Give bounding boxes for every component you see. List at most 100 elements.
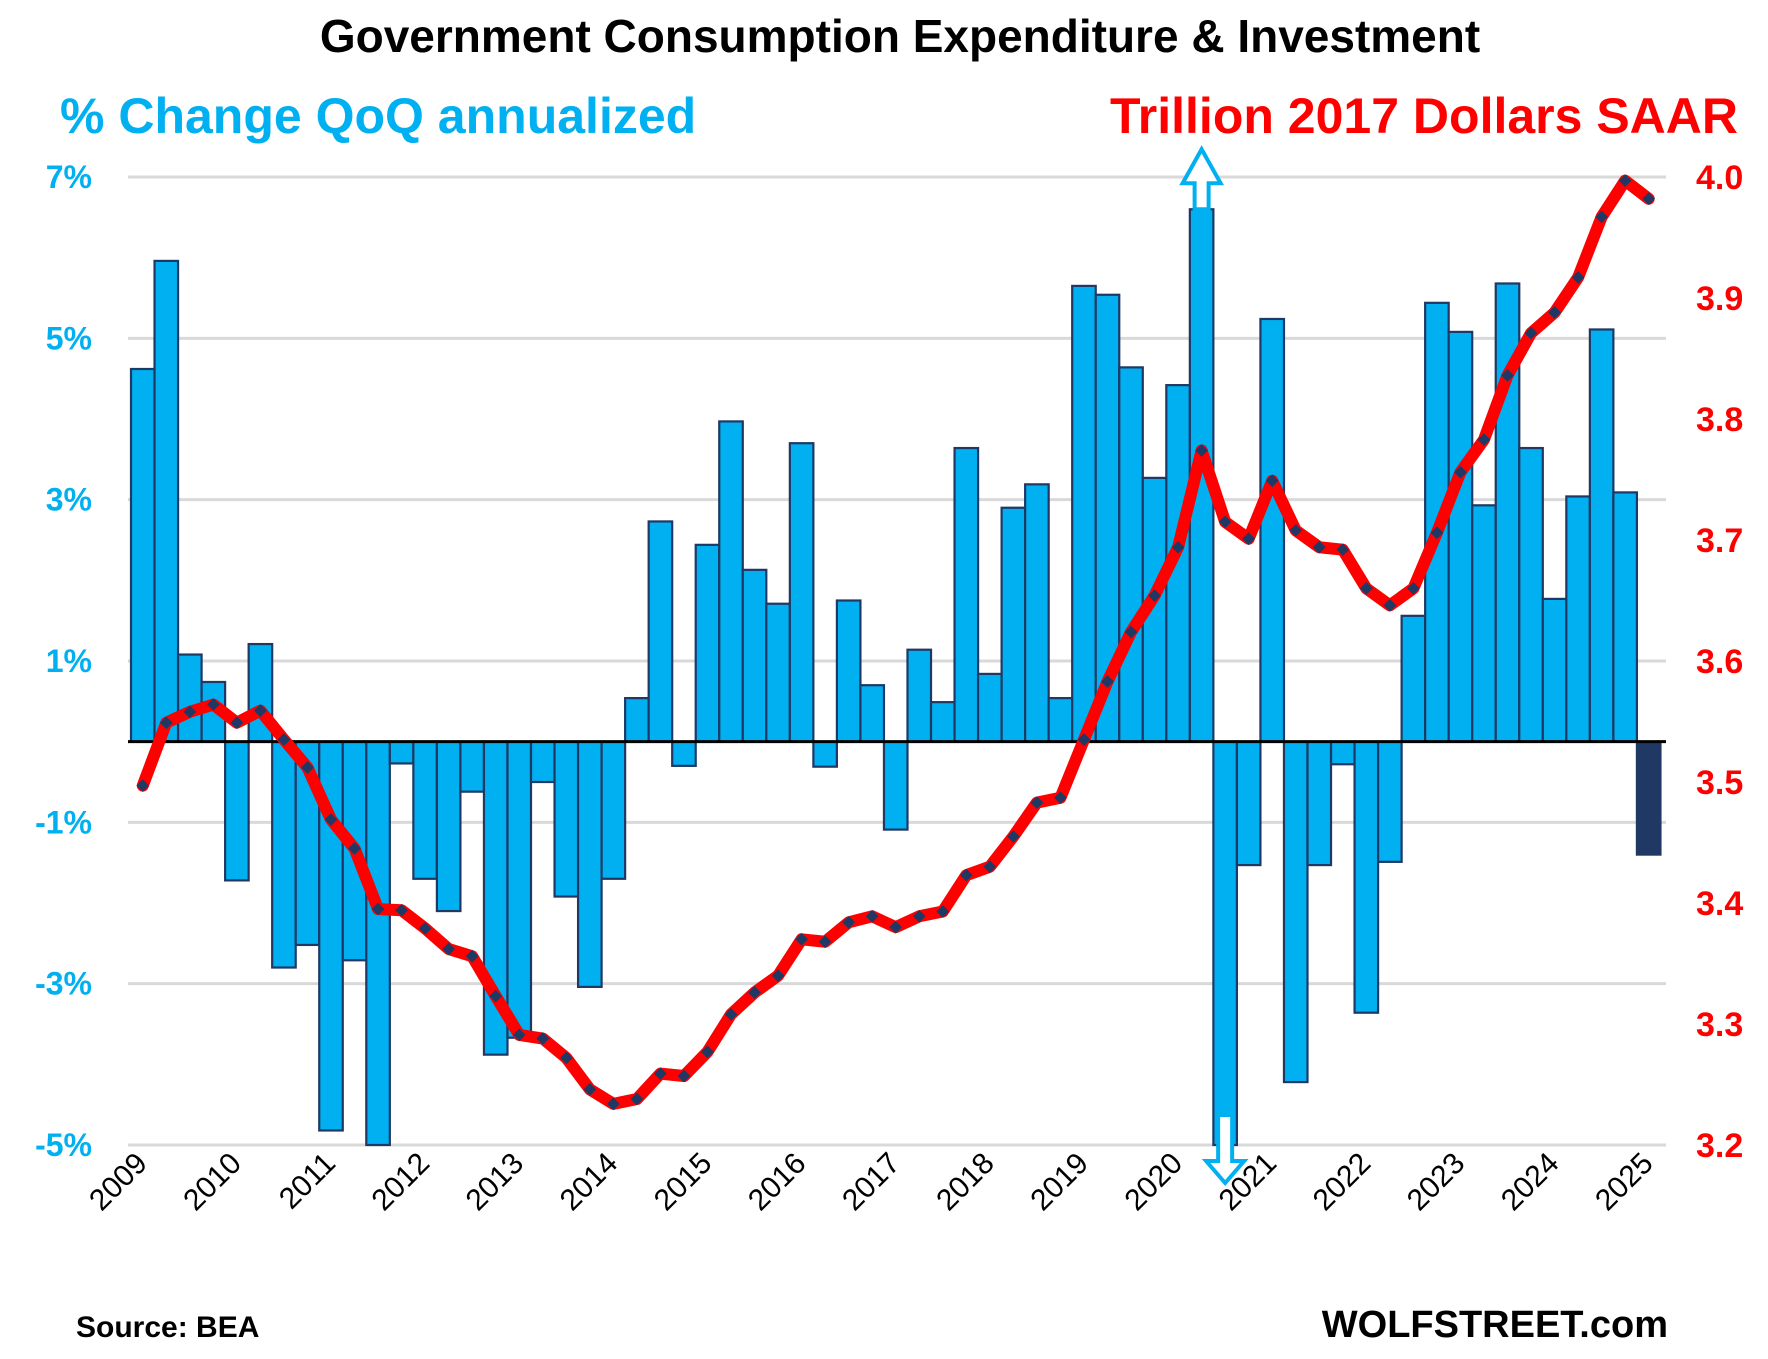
bar: [506, 740, 533, 1039]
bar-latest: [1635, 740, 1662, 856]
right-tick-label: 3.5: [1696, 764, 1743, 802]
bar: [1235, 740, 1262, 867]
bar: [1047, 697, 1074, 743]
left-tick-label: -1%: [35, 804, 92, 840]
bar: [1071, 284, 1097, 743]
left-tick-label: 7%: [46, 159, 92, 195]
bar: [176, 653, 203, 743]
bar: [929, 701, 956, 743]
x-axis-ticks: 2009 2010 2011 2012 2013 2014 2015 2016 2017 2018…: [83, 1147, 1659, 1218]
left-axis-ticks: 7% 5% 3% 1% -1% -3% -5%: [35, 159, 92, 1163]
bar: [859, 684, 886, 743]
right-tick-label: 3.6: [1696, 643, 1743, 681]
bar: [553, 740, 580, 898]
left-tick-label: -3%: [35, 966, 92, 1002]
bar: [647, 520, 674, 743]
left-tick-label: -5%: [35, 1127, 92, 1163]
bar: [1612, 491, 1639, 743]
bar: [1024, 483, 1050, 743]
bar: [600, 740, 627, 880]
x-tick-label: 2025: [1589, 1147, 1660, 1218]
bar: [1588, 328, 1615, 743]
right-tick-label: 3.2: [1696, 1127, 1743, 1165]
bar: [624, 697, 650, 743]
x-tick-label: 2022: [1307, 1147, 1378, 1218]
bar: [129, 367, 156, 743]
x-tick-label: 2014: [554, 1147, 625, 1218]
right-tick-label: 3.7: [1696, 522, 1743, 560]
bar: [976, 672, 1003, 743]
bar: [1518, 446, 1544, 743]
bar: [953, 446, 980, 743]
right-tick-label: 3.8: [1696, 401, 1743, 439]
bar: [882, 740, 909, 831]
bar: [1329, 740, 1356, 766]
bar: [224, 740, 250, 882]
left-tick-label: 1%: [46, 643, 92, 679]
x-tick-label: 2019: [1024, 1147, 1095, 1218]
x-tick-label: 2017: [836, 1147, 907, 1218]
x-tick-label: 2010: [177, 1147, 248, 1218]
right-axis-title: Trillion 2017 Dollars SAAR: [1110, 88, 1738, 144]
left-tick-label: 5%: [46, 320, 92, 356]
bar: [1000, 506, 1027, 743]
bar: [741, 568, 768, 743]
line-series: [136, 174, 1656, 1111]
bar: [412, 740, 438, 880]
x-tick-label: 2011: [273, 1147, 342, 1216]
bar: [1376, 740, 1403, 863]
bar: [576, 740, 603, 988]
x-tick-label: 2023: [1401, 1147, 1472, 1218]
bar: [1282, 740, 1309, 1084]
bar: [718, 420, 744, 743]
bar: [1212, 740, 1239, 1147]
x-tick-label: 2015: [648, 1147, 719, 1218]
arrow-down-icon: [1201, 1113, 1249, 1187]
x-tick-label: 2018: [930, 1147, 1001, 1218]
bar: [906, 648, 933, 743]
right-tick-label: 3.4: [1696, 885, 1743, 923]
bar: [671, 740, 697, 767]
bar: [835, 599, 862, 743]
right-tick-label: 3.9: [1696, 280, 1743, 318]
bar: [1400, 614, 1427, 743]
bar: [1259, 317, 1286, 743]
off-scale-arrows: [1179, 145, 1249, 1187]
bar: [365, 740, 391, 1147]
line-marker: [254, 704, 267, 717]
bar: [529, 740, 556, 784]
bar: [153, 259, 180, 743]
x-tick-label: 2009: [83, 1147, 154, 1218]
bar: [1118, 366, 1144, 743]
bar: [1306, 740, 1333, 867]
bar: [271, 740, 297, 969]
right-tick-label: 4.0: [1696, 159, 1743, 197]
bar: [812, 740, 838, 768]
bar: [788, 442, 815, 743]
arrow-up-icon: [1179, 145, 1225, 212]
left-tick-label: 3%: [46, 482, 92, 518]
x-tick-label: 2013: [460, 1147, 531, 1218]
bar: [459, 740, 486, 793]
bar: [1471, 504, 1497, 743]
x-tick-label: 2016: [742, 1147, 813, 1218]
bars: [129, 208, 1662, 1147]
bar: [435, 740, 462, 913]
x-tick-label: 2024: [1495, 1147, 1566, 1218]
bar: [1541, 597, 1568, 743]
x-tick-label: 2020: [1119, 1147, 1190, 1218]
right-axis-ticks: 4.0 3.9 3.8 3.7 3.6 3.5 3.4 3.3 3.2: [1696, 159, 1743, 1165]
left-axis-title: % Change QoQ annualized: [60, 88, 696, 144]
bar: [388, 740, 415, 765]
bar: [1565, 495, 1591, 743]
credit-wolfstreet: WOLFSTREET.com: [1322, 1304, 1668, 1346]
chart-title: Government Consumption Expenditure & Inv…: [320, 10, 1480, 62]
bar: [694, 543, 721, 743]
bar: [1353, 740, 1380, 1014]
right-tick-label: 3.3: [1696, 1006, 1743, 1044]
bar: [1447, 330, 1474, 743]
x-tick-label: 2012: [366, 1147, 437, 1218]
source-note: Source: BEA: [76, 1311, 259, 1344]
bar: [765, 602, 791, 743]
